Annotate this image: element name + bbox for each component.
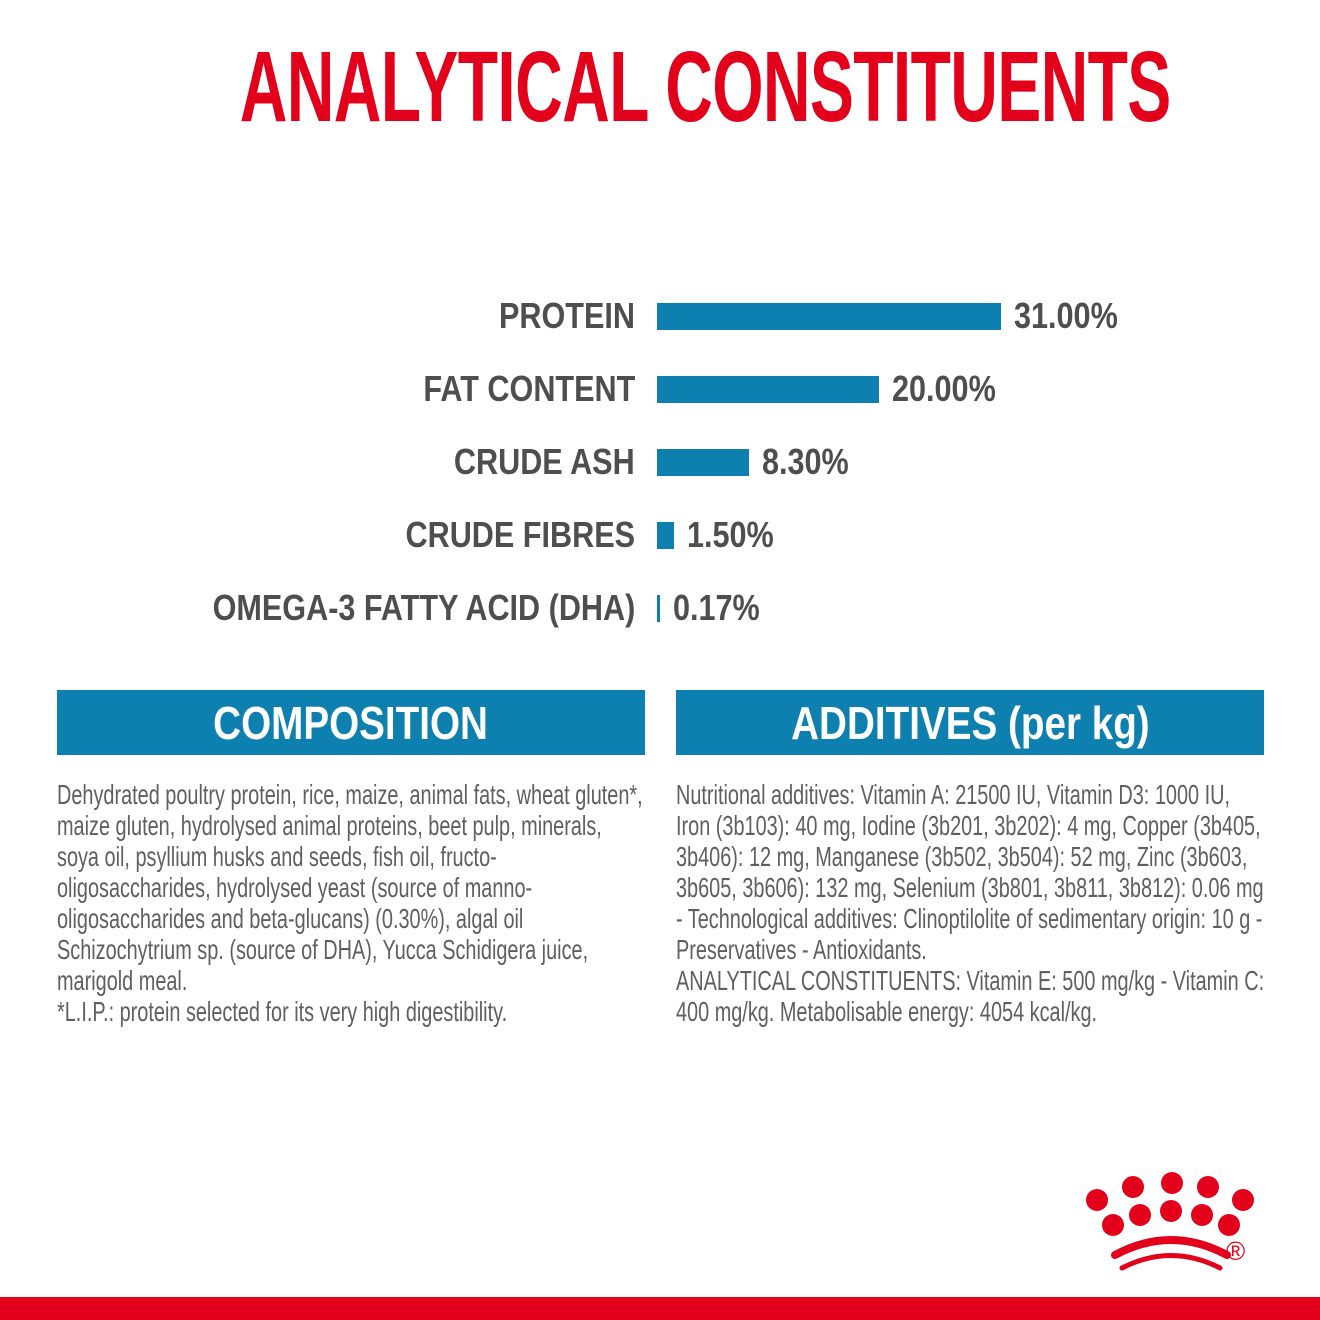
crown-logo-icon bbox=[1086, 1172, 1254, 1271]
bar-value-label: 8.30% bbox=[762, 441, 849, 482]
composition-header: COMPOSITION bbox=[57, 690, 645, 755]
bar-category-label: CRUDE FIBRES bbox=[405, 514, 635, 555]
composition-text-column: Dehydrated poultry protein, rice, maize,… bbox=[57, 779, 646, 1027]
page-title: ANALYTICAL CONSTITUENTS bbox=[239, 31, 1172, 143]
additives-analytical: ANALYTICAL CONSTITUENTS: Vitamin E: 500 … bbox=[676, 965, 1265, 1027]
bar-category-label: CRUDE ASH bbox=[454, 441, 635, 482]
analytical-constituents-chart: PROTEIN 31.00% FAT CONTENT 20.00% CRUDE ASH 8… bbox=[0, 295, 1320, 636]
bar bbox=[657, 376, 879, 403]
composition-header-label: COMPOSITION bbox=[213, 696, 489, 749]
bar-value-label: 31.00% bbox=[1014, 295, 1118, 336]
bar-value-label: 0.17% bbox=[673, 587, 760, 628]
bar-row: CRUDE ASH 8.30% bbox=[0, 441, 1320, 482]
additives-body: Nutritional additives: Vitamin A: 21500 … bbox=[676, 779, 1264, 965]
bar-row: OMEGA-3 FATTY ACID (DHA) 0.17% bbox=[0, 587, 1320, 628]
bar bbox=[657, 303, 1001, 330]
page-title-wrap: ANALYTICAL CONSTITUENTS bbox=[0, 32, 1320, 142]
bottom-red-band bbox=[0, 1297, 1320, 1320]
bar bbox=[657, 522, 674, 549]
additives-text-column: Nutritional additives: Vitamin A: 21500 … bbox=[676, 779, 1265, 1027]
bar-category-label: OMEGA-3 FATTY ACID (DHA) bbox=[212, 587, 635, 628]
bar bbox=[657, 449, 749, 476]
composition-footnote: *L.I.P.: protein selected for its very h… bbox=[57, 996, 508, 1027]
composition-body: Dehydrated poultry protein, rice, maize,… bbox=[57, 779, 643, 996]
bar bbox=[657, 595, 660, 622]
additives-header-label: ADDITIVES (per kg) bbox=[790, 696, 1150, 749]
bar-value-label: 20.00% bbox=[892, 368, 996, 409]
bar-row: PROTEIN 31.00% bbox=[0, 295, 1320, 336]
registered-trademark: ® bbox=[1226, 1236, 1246, 1266]
additives-header: ADDITIVES (per kg) bbox=[676, 690, 1264, 755]
bar-row: FAT CONTENT 20.00% bbox=[0, 368, 1320, 409]
bar-value-label: 1.50% bbox=[687, 514, 774, 555]
bar-category-label: PROTEIN bbox=[498, 295, 635, 336]
bar-row: CRUDE FIBRES 1.50% bbox=[0, 514, 1320, 555]
bar-category-label: FAT CONTENT bbox=[423, 368, 635, 409]
